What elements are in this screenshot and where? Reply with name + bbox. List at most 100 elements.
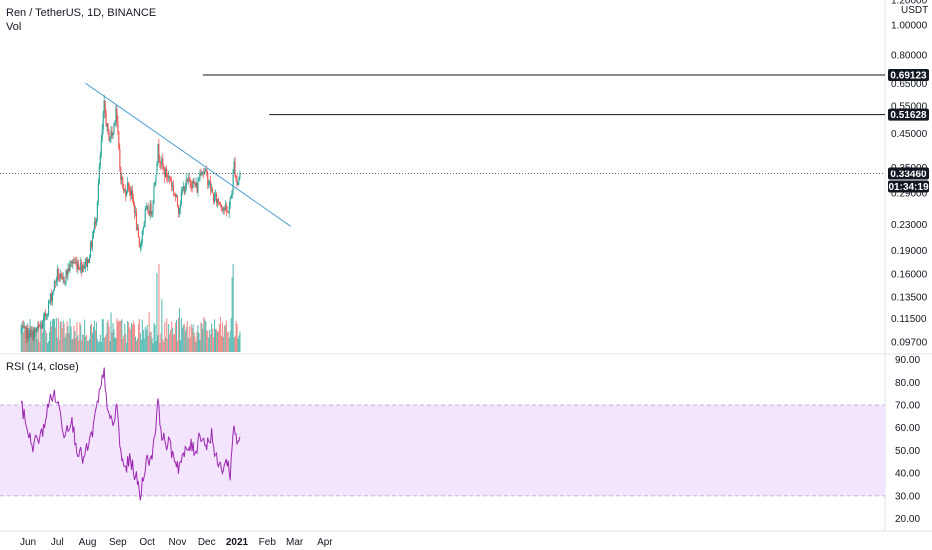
volume-bar xyxy=(91,324,93,352)
candle-body xyxy=(74,261,76,264)
candle xyxy=(52,289,54,296)
candle-body xyxy=(30,330,32,332)
volume-bar xyxy=(94,330,96,352)
volume-bar xyxy=(194,336,196,352)
candle-body xyxy=(47,314,49,316)
candle xyxy=(213,192,215,205)
candle xyxy=(236,175,238,188)
candle-body xyxy=(95,218,97,225)
candle xyxy=(178,207,180,217)
candle xyxy=(20,328,22,335)
candle xyxy=(216,199,218,208)
candle xyxy=(84,262,86,270)
candle-body xyxy=(54,281,56,283)
candle xyxy=(118,131,120,151)
candle-body xyxy=(229,198,231,206)
volume-bar xyxy=(66,321,68,352)
candle xyxy=(155,174,157,186)
rsi-tick-label: 60.00 xyxy=(895,423,920,434)
candle xyxy=(212,186,214,194)
candle-body xyxy=(48,301,50,303)
candle xyxy=(99,151,101,170)
price-tick-label: 1.00000 xyxy=(891,20,928,31)
volume-bar xyxy=(122,339,124,352)
candle-body xyxy=(225,204,227,212)
candle-body xyxy=(211,189,213,191)
candle xyxy=(113,123,115,135)
candle xyxy=(186,178,188,184)
volume-bar xyxy=(231,277,233,352)
candle-body xyxy=(210,181,212,191)
volume-bar xyxy=(51,319,53,352)
candle-body xyxy=(64,281,66,283)
candle-body xyxy=(175,195,177,198)
candle-body xyxy=(93,221,95,231)
candle-body xyxy=(118,131,120,150)
volume-bar xyxy=(233,337,235,352)
candle-body xyxy=(108,132,110,141)
candle-body xyxy=(53,281,55,291)
candle-body xyxy=(190,182,192,187)
candle-body xyxy=(32,331,34,340)
candle-body xyxy=(28,337,30,339)
volume-bar xyxy=(197,325,199,352)
candle-body xyxy=(162,158,164,167)
volume-bar xyxy=(168,324,170,352)
candle-body xyxy=(103,100,105,114)
volume-bar xyxy=(163,342,165,352)
volume-bar xyxy=(85,336,87,352)
candle xyxy=(232,169,234,196)
volume-bar xyxy=(193,332,195,352)
candle xyxy=(89,254,91,264)
price-tick-label: 0.13500 xyxy=(891,292,928,303)
candle-body xyxy=(112,133,114,136)
volume-bar xyxy=(145,329,147,352)
candle-body xyxy=(86,258,88,267)
candle-body xyxy=(113,123,115,134)
volume-bar xyxy=(207,331,209,352)
rsi-band xyxy=(0,405,885,496)
volume-bar xyxy=(146,325,148,352)
candle xyxy=(64,281,66,287)
candle xyxy=(210,175,212,196)
volume-bar xyxy=(96,339,98,352)
volume-bar xyxy=(175,322,177,352)
volume-bar xyxy=(76,322,78,352)
candle xyxy=(47,312,49,320)
candle-body xyxy=(215,194,217,196)
candle-body xyxy=(91,237,93,248)
candle xyxy=(53,279,55,291)
countdown-label: 01:34:19 xyxy=(888,182,928,193)
volume-bar xyxy=(170,330,172,352)
price-tick-label: 0.23000 xyxy=(891,220,928,231)
candle xyxy=(222,206,224,215)
volume-bar xyxy=(184,331,186,352)
candle xyxy=(183,185,185,196)
candle xyxy=(170,176,172,182)
time-tick-label: Apr xyxy=(317,537,333,548)
candle xyxy=(68,264,70,272)
candle-body xyxy=(216,194,218,203)
volume-bar xyxy=(147,335,149,352)
candle-body xyxy=(132,198,134,204)
candle xyxy=(103,94,105,119)
volume-bar xyxy=(226,331,228,352)
candle xyxy=(145,202,147,211)
candle-body xyxy=(223,208,225,210)
candle xyxy=(122,176,124,190)
volume-bar xyxy=(165,337,167,352)
volume-bar xyxy=(117,321,119,352)
candle xyxy=(151,210,153,219)
volume-bar xyxy=(41,320,43,352)
candle-body xyxy=(49,294,51,302)
candle-body xyxy=(150,203,152,215)
volume-bar xyxy=(164,322,166,352)
candle xyxy=(30,326,32,338)
candle xyxy=(82,264,84,273)
candle xyxy=(199,169,201,183)
candle-body xyxy=(185,179,187,189)
candle-body xyxy=(59,273,61,279)
volume-bar xyxy=(239,331,241,352)
price-tick-label: 0.29000 xyxy=(891,188,928,199)
